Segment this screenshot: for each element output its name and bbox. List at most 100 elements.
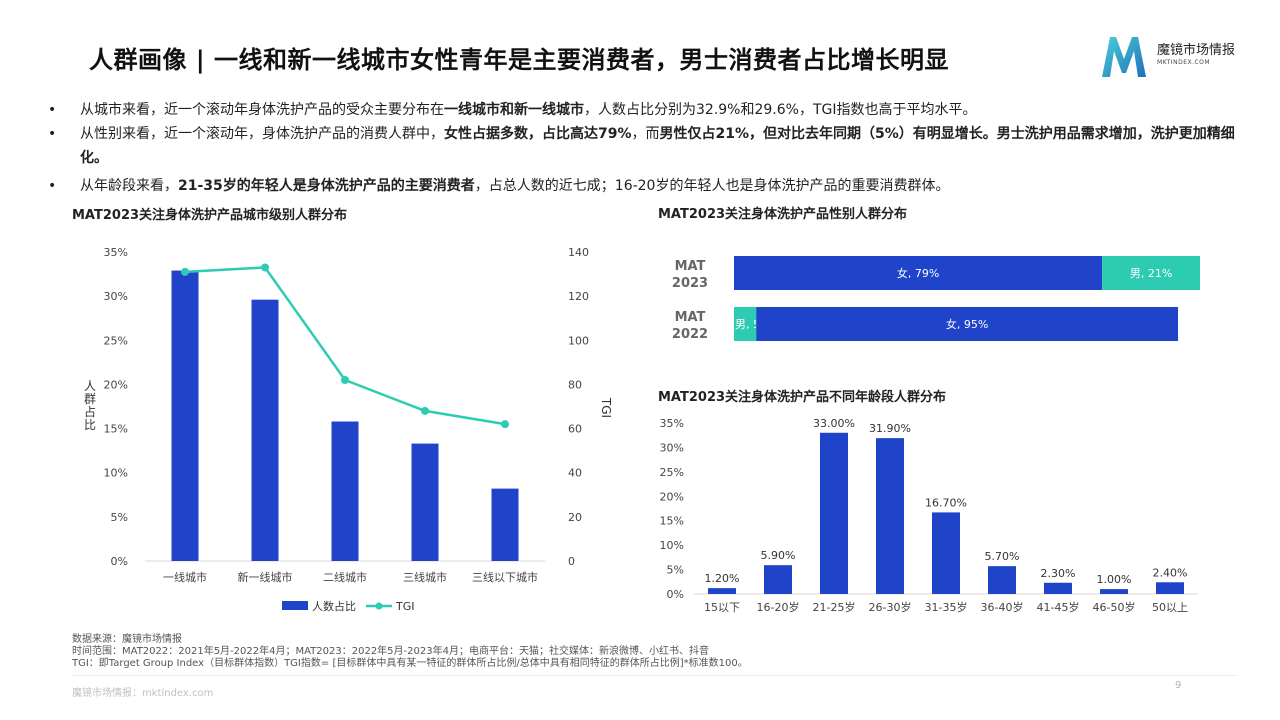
y-tick-label: 30% [660, 441, 684, 454]
bullet-bold-text: 女性占据多数，占比高达79% [444, 126, 632, 142]
data-label: 16.70% [925, 496, 967, 509]
legend-swatch-point [375, 602, 383, 610]
logo-name: 魔镜市场情报 [1157, 43, 1236, 58]
data-label: 5.90% [761, 549, 796, 562]
segment-label: 女, 95% [946, 317, 988, 331]
x-tick-label: 二线城市 [323, 570, 367, 584]
city-bar [331, 421, 359, 561]
y-axis-label-char: 人 [84, 379, 96, 393]
brand-logo [1098, 33, 1150, 79]
gender-segment [756, 307, 1178, 341]
data-label: 2.40% [1153, 566, 1188, 579]
y-axis-label-char: 占 [84, 404, 96, 419]
footer-brand: 魔镜市场情报：mktindex.com [72, 688, 214, 699]
row-label: MAT [675, 310, 706, 325]
legend-label: TGI [395, 600, 415, 613]
tgi-point [501, 420, 509, 429]
bullet-text: 从年龄段来看， [80, 178, 178, 194]
row-label: 2022 [672, 327, 708, 342]
bullet-item: 从年龄段来看，21-35岁的年轻人是身体洗护产品的主要消费者，占总人数的近七成；… [40, 174, 1240, 198]
page-number: 9 [1175, 680, 1182, 691]
y-axis-label-char: 群 [84, 392, 96, 406]
tgi-point [421, 406, 429, 415]
x-tick-label: 31-35岁 [925, 600, 968, 614]
data-label: 1.20% [705, 572, 740, 585]
y-tick-label: 5% [667, 564, 684, 577]
bullet-text: ，占总人数的近七成；16-20岁的年轻人也是身体洗护产品的重要消费群体。 [474, 178, 950, 194]
y-tick-label: 25% [104, 334, 128, 347]
x-tick-label: 新一线城市 [238, 570, 293, 584]
x-tick-label: 16-20岁 [757, 600, 800, 614]
y-tick-label: 20% [104, 378, 128, 391]
bullet-text: 从城市来看，近一个滚动年身体洗护产品的受众主要分布在 [80, 102, 444, 118]
x-tick-label: 15以下 [704, 601, 740, 614]
age-bar [1044, 582, 1072, 594]
y-tick-label: 5% [111, 511, 128, 524]
x-tick-label: 36-40岁 [981, 600, 1024, 614]
age-bar [764, 565, 792, 594]
age-bar [1100, 589, 1128, 594]
x-tick-label: 三线城市 [403, 570, 447, 584]
bullet-bold-text: 男性仅占21%，但对比去年同期（5%）有明显增长。男士洗护用品需求增加，洗护更加… [80, 126, 1235, 166]
bullet-text: ，人数占比分别为32.9%和29.6%，TGI指数也高于平均水平。 [584, 102, 977, 118]
legend-label: 人数占比 [312, 599, 356, 613]
gender-segment [734, 307, 757, 341]
y2-tick-label: 100 [568, 334, 589, 347]
gender-segment [734, 256, 1103, 290]
age-bar [820, 432, 848, 594]
footer-source: 数据来源：魔镜市场情报 [72, 634, 182, 645]
city-chart-title: MAT2023关注身体洗护产品城市级别人群分布 [72, 208, 348, 223]
city-bar [171, 270, 199, 561]
data-label: 2.30% [1041, 567, 1076, 580]
data-label: 31.90% [869, 422, 911, 435]
bullet-item: 从城市来看，近一个滚动年身体洗护产品的受众主要分布在一线城市和新一线城市，人数占… [40, 98, 1240, 122]
x-tick-label: 三线以下城市 [472, 570, 538, 584]
y2-tick-label: 80 [568, 378, 582, 391]
bullet-bold-text: 21-35岁的年轻人是身体洗护产品的主要消费者 [178, 178, 475, 194]
data-label: 33.00% [813, 417, 855, 430]
logo-m-icon [1102, 37, 1146, 77]
logo-url: MKTINDEX.COM [1157, 59, 1211, 66]
bullet-bold-text: 一线城市和新一线城市 [444, 102, 584, 118]
city-bar [491, 488, 519, 561]
x-tick-label: 41-45岁 [1037, 600, 1080, 614]
age-bar [708, 588, 736, 594]
y-tick-label: 25% [660, 466, 684, 479]
y-tick-label: 30% [104, 290, 128, 303]
row-label: MAT [675, 259, 706, 274]
y-tick-label: 35% [104, 246, 128, 259]
y2-tick-label: 140 [568, 246, 589, 259]
y2-tick-label: 60 [568, 423, 582, 436]
segment-label: 女, 79% [897, 266, 939, 280]
age-chart-title: MAT2023关注身体洗护产品不同年龄段人群分布 [658, 390, 947, 405]
x-tick-label: 26-30岁 [869, 600, 912, 614]
segment-label: 男, 21% [1130, 267, 1172, 280]
bullet-text: ，而 [631, 126, 660, 142]
y-tick-label: 35% [660, 417, 684, 430]
city-bar [251, 299, 279, 561]
y2-axis-label: TGI [599, 397, 613, 418]
y2-tick-label: 0 [568, 555, 575, 568]
age-bar [932, 512, 960, 594]
page-title: 人群画像 | 一线和新一线城市女性青年是主要消费者，男士消费者占比增长明显 [89, 46, 949, 74]
bullet-item: 从性别来看，近一个滚动年，身体洗护产品的消费人群中，女性占据多数，占比高达79%… [40, 122, 1240, 170]
y-tick-label: 20% [660, 490, 684, 503]
data-label: 5.70% [985, 550, 1020, 563]
footer-notes: 数据来源：魔镜市场情报 时间范围：MAT2022：2021年5月-2022年4月… [72, 634, 748, 670]
bullet-list: 从城市来看，近一个滚动年身体洗护产品的受众主要分布在一线城市和新一线城市，人数占… [40, 98, 1240, 198]
tgi-point [181, 267, 189, 276]
tgi-line [184, 266, 506, 426]
y2-tick-label: 120 [568, 290, 589, 303]
footer-range: 时间范围：MAT2022：2021年5月-2022年4月；MAT2023：202… [72, 646, 709, 657]
y-tick-label: 15% [104, 423, 128, 436]
tgi-point [341, 376, 349, 385]
age-bar [988, 566, 1016, 594]
legend-swatch-bar [282, 601, 308, 610]
bullet-text: 从性别来看，近一个滚动年，身体洗护产品的消费人群中， [80, 126, 444, 142]
y2-tick-label: 20 [568, 511, 582, 524]
y-tick-label: 0% [111, 555, 128, 568]
x-tick-label: 46-50岁 [1093, 600, 1136, 614]
y-tick-label: 10% [104, 467, 128, 480]
y-tick-label: 10% [660, 539, 684, 552]
